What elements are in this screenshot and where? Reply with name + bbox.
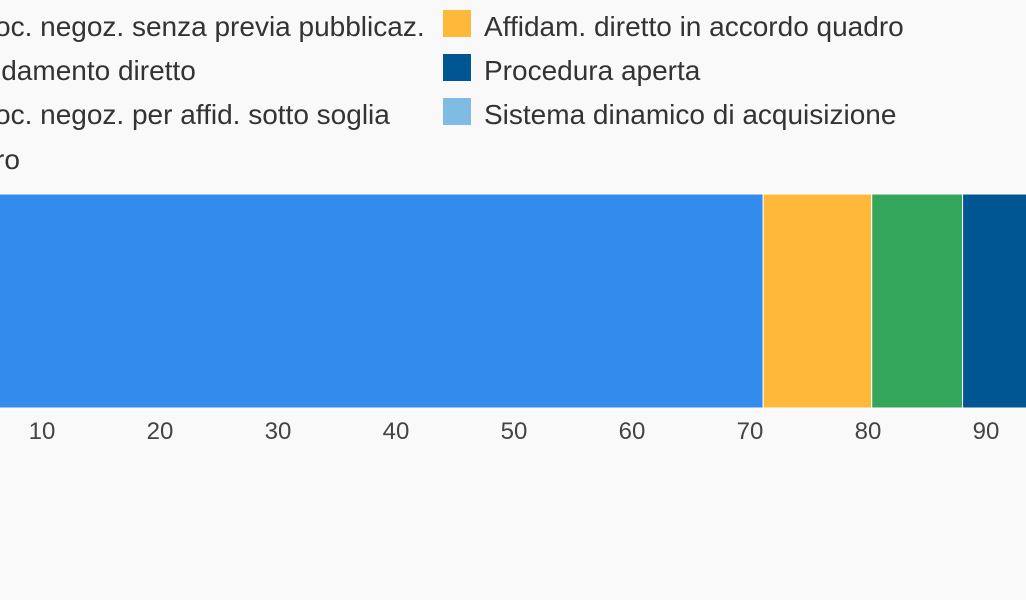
x-tick-label: 80 bbox=[855, 418, 882, 445]
legend-swatch bbox=[443, 98, 471, 125]
legend-item-sistema-dinamico-di-acquisizione[interactable]: Sistema dinamico di acquisizione bbox=[443, 98, 896, 130]
x-tick-label: 70 bbox=[737, 418, 764, 445]
legend-label: oc. negoz. per affid. sotto soglia bbox=[0, 99, 390, 130]
bar-segments bbox=[0, 193, 1026, 409]
x-tick-label: 90 bbox=[973, 418, 1000, 445]
legend-item-procedura-aperta[interactable]: Procedura aperta bbox=[443, 54, 701, 86]
legend-label: idamento diretto bbox=[0, 55, 196, 86]
legend-label: Sistema dinamico di acquisizione bbox=[484, 99, 896, 130]
bar-segment-procedura-aperta[interactable] bbox=[962, 193, 1026, 409]
bar-segment-oc-negoz-per-affid-sotto-soglia[interactable] bbox=[871, 193, 964, 409]
x-tick-label: 30 bbox=[265, 418, 292, 445]
x-tick-label: 60 bbox=[619, 418, 646, 445]
x-tick-label: 20 bbox=[147, 418, 174, 445]
legend-item-oc-negoz-per-affid-sotto-soglia[interactable]: oc. negoz. per affid. sotto soglia bbox=[0, 99, 390, 130]
legend-item-idamento-diretto[interactable]: idamento diretto bbox=[0, 55, 196, 86]
legend-item-oc-negoz-senza-previa-pubblicaz[interactable]: oc. negoz. senza previa pubblicaz. bbox=[0, 11, 425, 42]
bar-segment-oc-negoz-senza-previa-pubblicaz[interactable] bbox=[0, 193, 764, 409]
x-axis-ticks: 10 20 30 40 50 60 70 80 90 bbox=[29, 418, 1000, 445]
legend-swatch bbox=[443, 10, 471, 37]
legend-item-affidam-diretto-in-accordo-quadro[interactable]: Affidam. diretto in accordo quadro bbox=[443, 10, 904, 42]
legend: oc. negoz. senza previa pubblicaz. idamen… bbox=[0, 10, 904, 175]
legend-label: Procedura aperta bbox=[484, 55, 701, 86]
bar-segment-idamento-diretto[interactable] bbox=[762, 193, 873, 409]
x-tick-label: 10 bbox=[29, 418, 56, 445]
x-tick-label: 50 bbox=[501, 418, 528, 445]
legend-label: ro bbox=[0, 144, 20, 175]
legend-item-ro[interactable]: ro bbox=[0, 144, 20, 175]
legend-label: Affidam. diretto in accordo quadro bbox=[484, 11, 904, 42]
x-tick-label: 40 bbox=[383, 418, 410, 445]
legend-label: oc. negoz. senza previa pubblicaz. bbox=[0, 11, 425, 42]
legend-swatch bbox=[443, 54, 471, 81]
